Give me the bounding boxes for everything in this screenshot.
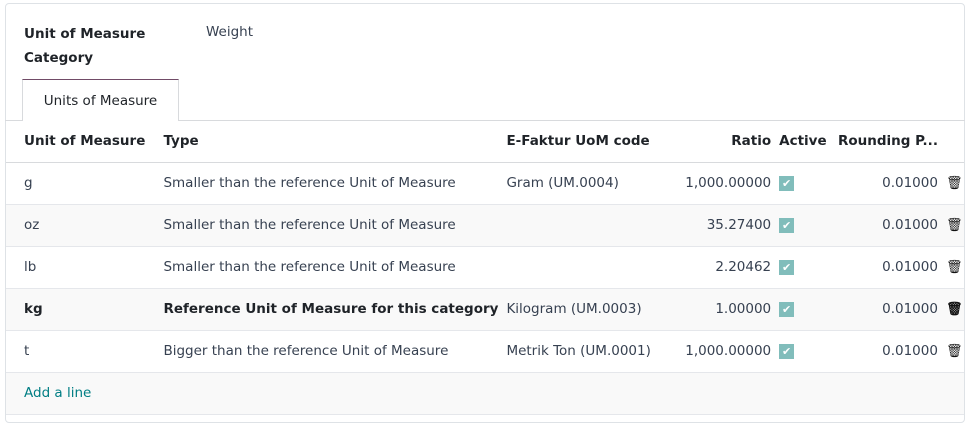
type-cell[interactable]: Bigger than the reference Unit of Measur… bbox=[159, 330, 503, 373]
rounding-cell[interactable]: 0.01000 bbox=[832, 204, 942, 247]
col-active[interactable]: Active bbox=[775, 121, 833, 163]
active-cell[interactable]: ✔ bbox=[775, 330, 833, 373]
delete-cell[interactable]: 🗑 bbox=[941, 246, 964, 289]
col-actions bbox=[941, 121, 964, 163]
uom-cell[interactable]: g bbox=[6, 162, 160, 205]
ratio-cell[interactable]: 2.20462 bbox=[667, 246, 776, 289]
tab-divider bbox=[5, 120, 965, 121]
table-row[interactable]: g Smaller than the reference Unit of Meas… bbox=[6, 162, 964, 205]
active-cell[interactable]: ✔ bbox=[775, 246, 833, 289]
efaktur-cell[interactable] bbox=[502, 204, 668, 247]
trash-icon[interactable]: 🗑 bbox=[945, 302, 963, 317]
efaktur-cell[interactable]: Gram (UM.0004) bbox=[502, 162, 668, 205]
trash-icon[interactable]: 🗑 bbox=[945, 344, 963, 359]
delete-cell[interactable]: 🗑 bbox=[941, 288, 964, 331]
efaktur-cell[interactable]: Kilogram (UM.0003) bbox=[502, 288, 668, 331]
delete-cell[interactable]: 🗑 bbox=[941, 162, 964, 205]
col-efaktur[interactable]: E-Faktur UoM code bbox=[502, 121, 668, 163]
rounding-cell[interactable]: 0.01000 bbox=[832, 246, 942, 289]
delete-cell[interactable]: 🗑 bbox=[941, 204, 964, 247]
type-cell[interactable]: Smaller than the reference Unit of Measu… bbox=[159, 246, 503, 289]
ratio-cell[interactable]: 1.00000 bbox=[667, 288, 776, 331]
category-label: Unit of Measure Category bbox=[24, 26, 146, 66]
tab-units-of-measure[interactable]: Units of Measure bbox=[22, 79, 179, 121]
trash-icon[interactable]: 🗑 bbox=[945, 176, 963, 191]
type-cell[interactable]: Smaller than the reference Unit of Measu… bbox=[159, 162, 503, 205]
active-checkbox[interactable]: ✔ bbox=[779, 259, 795, 275]
table-row[interactable]: t Bigger than the reference Unit of Measu… bbox=[6, 330, 964, 373]
uom-cell[interactable]: t bbox=[6, 330, 160, 373]
add-line-link[interactable]: Add a line bbox=[6, 372, 964, 415]
rounding-cell[interactable]: 0.01000 bbox=[832, 330, 942, 373]
active-checkbox[interactable]: ✔ bbox=[779, 343, 795, 359]
efaktur-cell[interactable] bbox=[502, 246, 668, 289]
active-checkbox[interactable]: ✔ bbox=[779, 175, 795, 191]
active-cell[interactable]: ✔ bbox=[775, 162, 833, 205]
rounding-cell[interactable]: 0.01000 bbox=[832, 162, 942, 205]
ratio-cell[interactable]: 1,000.00000 bbox=[667, 162, 776, 205]
active-checkbox[interactable]: ✔ bbox=[779, 301, 795, 317]
uom-cell[interactable]: oz bbox=[6, 204, 160, 247]
table-row[interactable]: kg Reference Unit of Measure for this cat… bbox=[6, 288, 964, 331]
active-checkbox[interactable]: ✔ bbox=[779, 217, 795, 233]
trash-icon[interactable]: 🗑 bbox=[945, 260, 963, 275]
table-row[interactable]: lb Smaller than the reference Unit of Mea… bbox=[6, 246, 964, 289]
col-ratio[interactable]: Ratio bbox=[667, 121, 776, 163]
uom-table: Unit of Measure Type E-Faktur UoM code R… bbox=[6, 121, 964, 415]
col-rounding[interactable]: Rounding P... bbox=[832, 121, 942, 163]
uom-cell[interactable]: kg bbox=[6, 288, 160, 331]
ratio-cell[interactable]: 35.27400 bbox=[667, 204, 776, 247]
trash-icon[interactable]: 🗑 bbox=[945, 218, 963, 233]
active-cell[interactable]: ✔ bbox=[775, 204, 833, 247]
col-type[interactable]: Type bbox=[159, 121, 503, 163]
table-row[interactable]: oz Smaller than the reference Unit of Mea… bbox=[6, 204, 964, 247]
delete-cell[interactable]: 🗑 bbox=[941, 330, 964, 373]
type-cell[interactable]: Reference Unit of Measure for this categ… bbox=[159, 288, 503, 331]
category-value[interactable]: Weight bbox=[206, 24, 254, 40]
col-uom[interactable]: Unit of Measure bbox=[6, 121, 160, 163]
ratio-cell[interactable]: 1,000.00000 bbox=[667, 330, 776, 373]
efaktur-cell[interactable]: Metrik Ton (UM.0001) bbox=[502, 330, 668, 373]
uom-cell[interactable]: lb bbox=[6, 246, 160, 289]
active-cell[interactable]: ✔ bbox=[775, 288, 833, 331]
rounding-cell[interactable]: 0.01000 bbox=[832, 288, 942, 331]
type-cell[interactable]: Smaller than the reference Unit of Measu… bbox=[159, 204, 503, 247]
